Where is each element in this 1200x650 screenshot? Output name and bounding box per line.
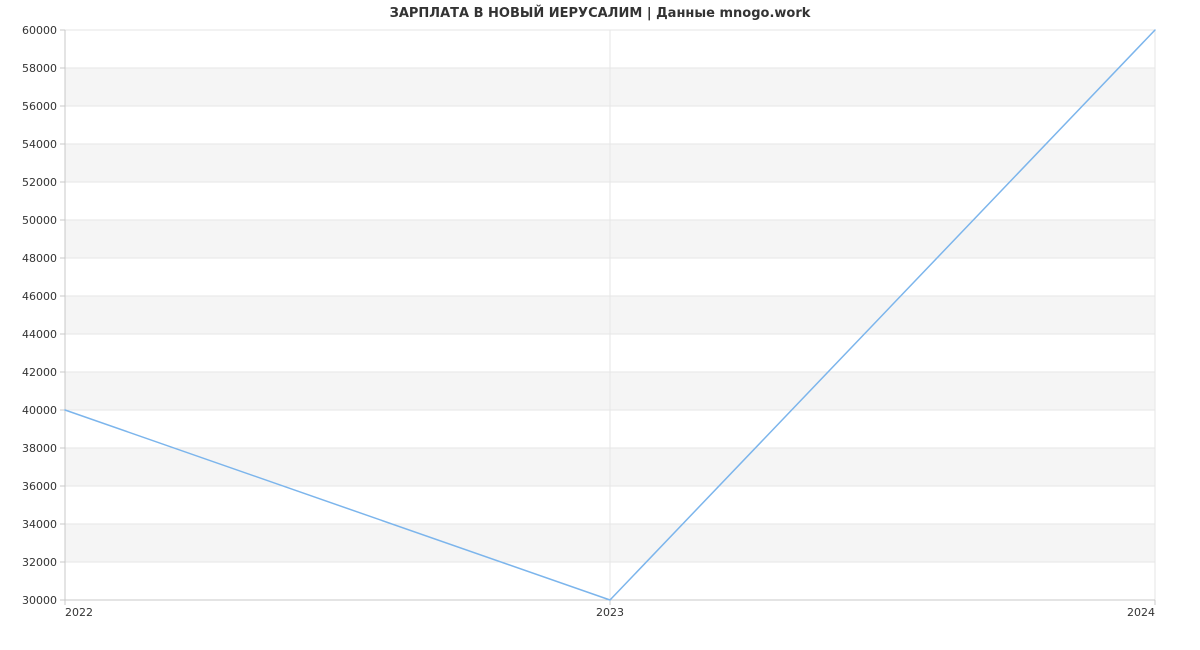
y-tick-label: 46000	[22, 290, 57, 303]
y-tick-label: 34000	[22, 518, 57, 531]
y-tick-label: 36000	[22, 480, 57, 493]
y-tick-label: 50000	[22, 214, 57, 227]
x-tick-label: 2022	[65, 606, 93, 619]
chart-svg: 30000 32000 34000 36000 38000 40000 42000 44000…	[0, 0, 1200, 650]
x-tick-label: 2023	[596, 606, 624, 619]
y-tick-label: 42000	[22, 366, 57, 379]
y-tick-label: 32000	[22, 556, 57, 569]
y-tick-label: 30000	[22, 594, 57, 607]
y-tick-label: 54000	[22, 138, 57, 151]
y-tick-label: 44000	[22, 328, 57, 341]
y-tick-label: 38000	[22, 442, 57, 455]
y-tick-label: 48000	[22, 252, 57, 265]
chart-title: ЗАРПЛАТА В НОВЫЙ ИЕРУСАЛИМ | Данные mnog…	[0, 6, 1200, 21]
x-tick-label: 2024	[1127, 606, 1155, 619]
y-tick-label: 40000	[22, 404, 57, 417]
y-tick-label: 58000	[22, 62, 57, 75]
salary-line-chart: ЗАРПЛАТА В НОВЫЙ ИЕРУСАЛИМ | Данные mnog…	[0, 0, 1200, 650]
y-tick-label: 52000	[22, 176, 57, 189]
y-tick-label: 60000	[22, 24, 57, 37]
y-tick-label: 56000	[22, 100, 57, 113]
